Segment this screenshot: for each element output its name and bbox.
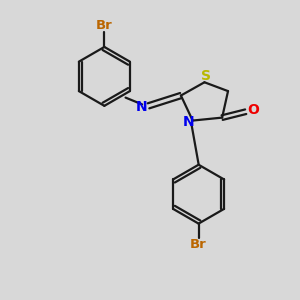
Text: N: N [182, 115, 194, 129]
Text: S: S [201, 69, 211, 83]
Text: Br: Br [190, 238, 207, 251]
Text: N: N [136, 100, 148, 114]
Text: Br: Br [96, 19, 113, 32]
Text: O: O [247, 103, 259, 117]
